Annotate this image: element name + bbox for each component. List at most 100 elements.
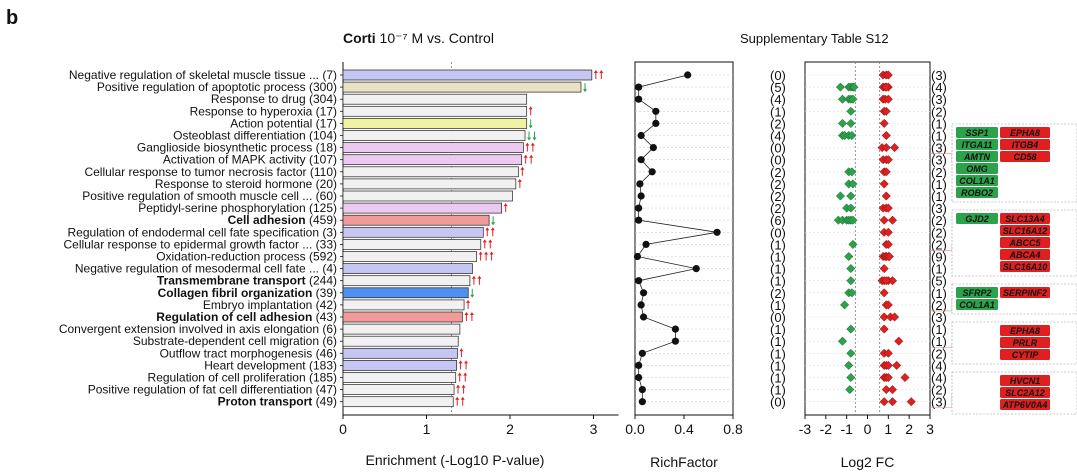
up-gene-marker: [881, 191, 891, 201]
go-term-count: (459): [306, 213, 337, 227]
richfactor-point: [639, 313, 648, 321]
go-term-name: Positive regulation of apoptotic process: [97, 80, 306, 94]
down-gene-marker: [846, 276, 856, 286]
log2fc-frame: [804, 61, 931, 416]
down-gene-marker: [846, 264, 856, 274]
go-term-label: Negative regulation of mesodermal cell f…: [75, 262, 337, 276]
go-term-count: (47): [312, 383, 337, 397]
go-term-count: (17): [312, 116, 337, 130]
down-gene-marker: [844, 360, 854, 370]
down-gene-name: GJD2: [965, 214, 989, 224]
up-gene-marker: [879, 264, 889, 274]
go-term-name: Action potential: [230, 116, 312, 130]
up-count-label: (1): [931, 286, 947, 301]
up-gene-tag: [1000, 325, 1050, 336]
down-gene-tag: [956, 175, 998, 186]
go-term-count: (3): [319, 225, 337, 239]
richfactor-point: [638, 398, 646, 406]
up-count-label: (3): [931, 395, 947, 410]
down-gene-name: OMG: [966, 164, 988, 174]
panel-letter: b: [6, 7, 18, 29]
down-gene-name: ROBO2: [961, 188, 993, 198]
go-term-label: Positive regulation of smooth muscle cel…: [82, 189, 337, 203]
up-count-label: (3): [931, 68, 947, 83]
richfactor-point: [636, 180, 644, 188]
richfactor-point: [692, 265, 700, 273]
enrichment-bar: [342, 251, 477, 262]
up-count-label: (1): [931, 116, 947, 131]
down-count-label: (0): [770, 153, 786, 168]
go-term-count: (18): [312, 141, 337, 155]
go-term-label: Heart development (183): [204, 358, 337, 372]
up-count-label: (2): [931, 213, 947, 228]
down-gene-marker: [835, 191, 845, 201]
go-term-count: (304): [306, 92, 337, 106]
down-gene-name: ITGA11: [962, 140, 993, 150]
up-gene-marker: [881, 167, 891, 177]
down-gene-marker: [847, 130, 857, 141]
down-gene-tag: [956, 127, 998, 138]
up-gene-marker: [883, 203, 893, 213]
enrichment-bar: [342, 239, 482, 250]
richfactor-point: [648, 168, 656, 176]
up-count-label: (3): [931, 92, 947, 107]
down-gene-marker: [844, 251, 854, 262]
enrichment-panel: Negative regulation of skeletal muscle t…: [59, 62, 619, 468]
go-term-name: Activation of MAPK activity: [163, 153, 306, 167]
down-gene-marker: [837, 336, 848, 346]
go-term-name: Ganglioside biosynthetic process: [137, 141, 312, 155]
down-count-label: (1): [770, 262, 786, 277]
up-gene-marker: [883, 372, 893, 383]
enrichment-bar: [342, 275, 471, 287]
enrichment-bar: [342, 69, 593, 81]
richfactor-point: [639, 289, 648, 297]
go-term-count: (42): [312, 298, 337, 312]
down-count-label: (0): [770, 395, 786, 410]
up-count-label: (2): [931, 165, 947, 180]
go-term-name: Regulation of endodermal cell fate speci…: [68, 225, 319, 239]
log2fc-x-tick-label: 0: [864, 421, 872, 437]
up-gene-tag: [1000, 387, 1050, 398]
up-gene-tag: [1000, 287, 1050, 298]
richfactor-x-tick-label: 0.0: [625, 421, 645, 437]
up-arrow-head-icon: [477, 275, 482, 279]
down-count-label: (1): [770, 274, 786, 289]
go-term-count: (125): [306, 201, 337, 215]
right-panel-title: Supplementary Table S12: [740, 31, 889, 46]
richfactor-point: [635, 95, 643, 103]
go-term-count: (49): [312, 395, 337, 409]
richfactor-point: [633, 252, 642, 261]
down-gene-tag: [956, 287, 998, 298]
enrichment-x-axis-label: Enrichment (-Log10 P-value): [366, 452, 545, 468]
enrichment-bar: [342, 130, 526, 141]
up-arrow-head-icon: [489, 251, 494, 255]
down-count-label: (2): [770, 189, 786, 204]
go-term-name: Transmembrane transport: [157, 274, 306, 288]
enrichment-bar: [342, 118, 528, 129]
go-term-name: Negative regulation of mesodermal cell f…: [75, 262, 319, 276]
up-gene-marker: [879, 397, 889, 407]
go-term-count: (300): [306, 80, 337, 94]
up-arrow-head-icon: [523, 154, 528, 158]
up-count-label: (2): [931, 298, 947, 313]
up-gene-marker: [883, 239, 893, 249]
down-count-label: (1): [770, 250, 786, 265]
go-term-count: (104): [306, 129, 337, 143]
go-term-label: Regulation of cell proliferation (185): [148, 371, 337, 385]
up-gene-marker: [890, 312, 900, 322]
up-arrow-head-icon: [461, 384, 466, 388]
up-arrow-head-icon: [459, 348, 464, 352]
enrichment-bar: [342, 214, 490, 226]
up-gene-marker: [881, 276, 891, 286]
enrichment-bar: [342, 93, 528, 105]
up-gene-marker: [879, 324, 889, 334]
down-gene-marker: [846, 106, 856, 116]
down-count-label: (5): [770, 80, 786, 95]
richfactor-point: [637, 156, 645, 164]
up-gene-tag: [1000, 399, 1050, 410]
enrichment-bar: [342, 360, 457, 371]
go-term-name: Outflow tract morphogenesis: [160, 346, 313, 360]
enrichment-bar: [342, 263, 473, 274]
down-count-label: (1): [770, 334, 786, 349]
